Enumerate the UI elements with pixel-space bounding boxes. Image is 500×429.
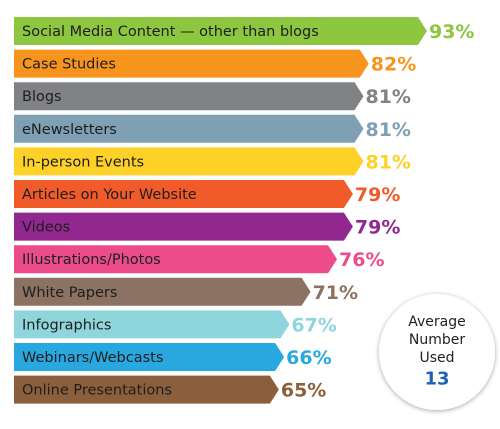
value-label: 93% <box>429 21 474 43</box>
average-badge: Average Number Used 13 <box>379 294 495 410</box>
bar <box>14 212 353 241</box>
bar <box>14 310 290 339</box>
category-label: Social Media Content — other than blogs <box>22 24 319 40</box>
badge-line: Number <box>409 332 465 348</box>
category-label: Blogs <box>22 89 62 105</box>
value-label: 65% <box>281 380 326 402</box>
category-label: In-person Events <box>22 154 144 170</box>
category-label: Online Presentations <box>22 383 172 399</box>
value-label: 71% <box>313 282 358 304</box>
bar <box>14 180 353 208</box>
bar <box>14 114 364 143</box>
value-label: 81% <box>365 151 410 173</box>
bars: Social Media Content — other than blogs 9… <box>14 17 474 404</box>
value-label: 67% <box>291 314 336 336</box>
value-label: 79% <box>355 184 400 206</box>
bar <box>14 147 364 176</box>
category-label: Webinars/Webcasts <box>22 350 163 366</box>
badge-line: Used <box>419 350 454 366</box>
value-label: 81% <box>365 86 410 108</box>
category-label: Videos <box>22 220 70 236</box>
badge-line: Average <box>408 314 466 330</box>
category-label: Articles on Your Website <box>22 187 197 203</box>
bar <box>14 49 369 78</box>
category-label: Illustrations/Photos <box>22 252 161 268</box>
category-label: Case Studies <box>22 57 116 73</box>
value-label: 66% <box>286 347 331 369</box>
value-label: 79% <box>355 217 400 239</box>
bar <box>14 245 338 274</box>
badge-circle <box>379 294 495 410</box>
badge-value: 13 <box>424 369 449 390</box>
bar <box>14 17 427 45</box>
bar <box>14 82 364 111</box>
value-label: 81% <box>365 119 410 141</box>
value-label: 82% <box>371 54 416 76</box>
bar <box>14 375 279 404</box>
value-label: 76% <box>339 249 384 271</box>
category-label: eNewsletters <box>22 122 117 138</box>
bar <box>14 277 311 306</box>
category-label: White Papers <box>22 285 117 301</box>
bar <box>14 343 285 371</box>
category-label: Infographics <box>22 317 111 333</box>
